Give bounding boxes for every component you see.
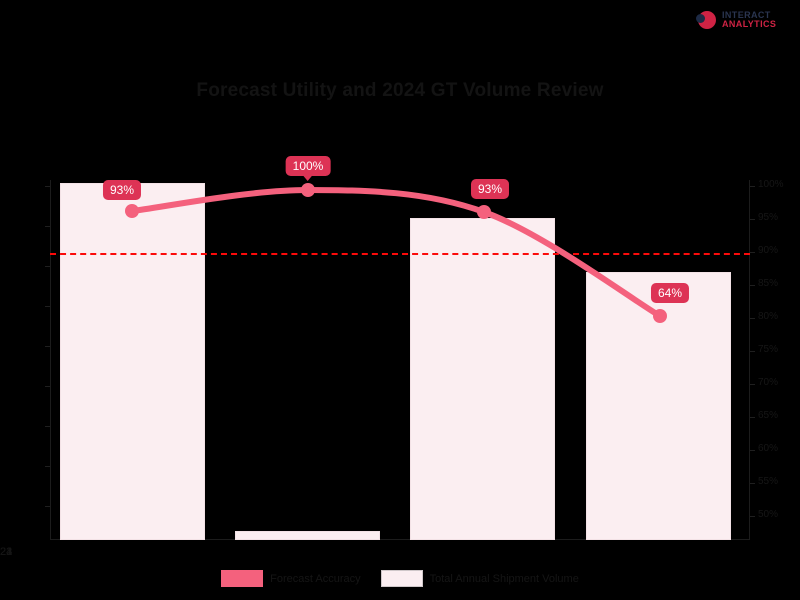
y-axis-right-label: 75% xyxy=(758,344,779,355)
y-axis-right-tick xyxy=(750,186,755,187)
bar-2022[interactable] xyxy=(235,531,380,540)
logo-line-2: ANALYTICS xyxy=(722,19,777,29)
y-axis-right-tick xyxy=(750,483,755,484)
y-axis-right-label: 65% xyxy=(758,410,779,421)
logo-line-1: INTERACT xyxy=(722,9,771,20)
y-axis-right-tick xyxy=(750,219,755,220)
y-axis-right-tick xyxy=(750,252,755,253)
y-axis-left-line xyxy=(50,180,51,540)
point-2023[interactable] xyxy=(477,205,491,219)
y-axis-right-label: 50% xyxy=(758,509,779,520)
legend-forecast-accuracy[interactable]: Forecast Accuracy xyxy=(221,570,361,587)
y-axis-right-tick xyxy=(750,384,755,385)
y-axis-right-label: 60% xyxy=(758,443,779,454)
chart-legend: Forecast Accuracy Total Annual Shipment V… xyxy=(0,570,800,587)
y-axis-right-line xyxy=(749,180,750,540)
y-axis-right-label: 55% xyxy=(758,476,779,487)
point-2022[interactable] xyxy=(301,183,315,197)
y-axis-right-label: 90% xyxy=(758,245,779,256)
y-axis-left-tick xyxy=(45,186,50,187)
chart-title: Forecast Utility and 2024 GT Volume Revi… xyxy=(196,80,604,101)
y-axis-right-label: 95% xyxy=(758,212,779,223)
legend-forecast-accuracy-label: Forecast Accuracy xyxy=(270,572,361,585)
y-axis-right-tick xyxy=(750,318,755,319)
y-axis-left-tick xyxy=(45,466,50,467)
y-axis-right-label: 100% xyxy=(758,179,784,190)
y-axis-right-label: 80% xyxy=(758,311,779,322)
target-reference-line xyxy=(50,253,750,255)
y-axis-left-tick xyxy=(45,266,50,267)
data-label-2021: 93% xyxy=(102,180,142,200)
legend-shipment-volume-label: Total Annual Shipment Volume xyxy=(429,572,579,585)
y-axis-right-tick xyxy=(750,285,755,286)
y-axis-left-tick xyxy=(45,386,50,387)
x-axis-line xyxy=(50,539,750,540)
y-axis-right-label: 85% xyxy=(758,278,779,289)
x-axis-label-2023: 2023 xyxy=(0,546,13,558)
y-axis-left-tick xyxy=(45,506,50,507)
data-label-2022: 100% xyxy=(285,156,331,181)
y-axis-left-tick xyxy=(45,306,50,307)
bar-2024[interactable] xyxy=(586,272,731,540)
legend-shipment-volume[interactable]: Total Annual Shipment Volume xyxy=(380,570,579,587)
x-axis-label-2021: 2021 xyxy=(0,546,13,558)
y-axis-right-tick xyxy=(750,516,755,517)
y-axis-right-label: 70% xyxy=(758,377,779,388)
legend-forecast-accuracy-swatch xyxy=(221,570,264,587)
brand-logo: INTERACT ANALYTICS xyxy=(696,4,792,36)
circle-logo-icon xyxy=(696,9,718,31)
data-label-2024: 64% xyxy=(650,283,690,303)
x-axis-label-2024: 2024 xyxy=(0,546,13,558)
data-label-2023: 93% xyxy=(470,179,510,199)
x-axis-label-2022: 2022 xyxy=(0,546,13,558)
legend-shipment-volume-swatch xyxy=(380,570,423,587)
plot-area: 2500225020001750150012501000750500 100%9… xyxy=(45,156,784,540)
y-axis-left-tick xyxy=(45,226,50,227)
y-axis-left-tick xyxy=(45,346,50,347)
y-axis-right-tick xyxy=(750,417,755,418)
y-axis-right-tick xyxy=(750,450,755,451)
bar-2021[interactable] xyxy=(60,183,205,540)
y-axis-right-tick xyxy=(750,351,755,352)
y-axis-left-tick xyxy=(45,426,50,427)
bar-2023[interactable] xyxy=(410,218,555,540)
